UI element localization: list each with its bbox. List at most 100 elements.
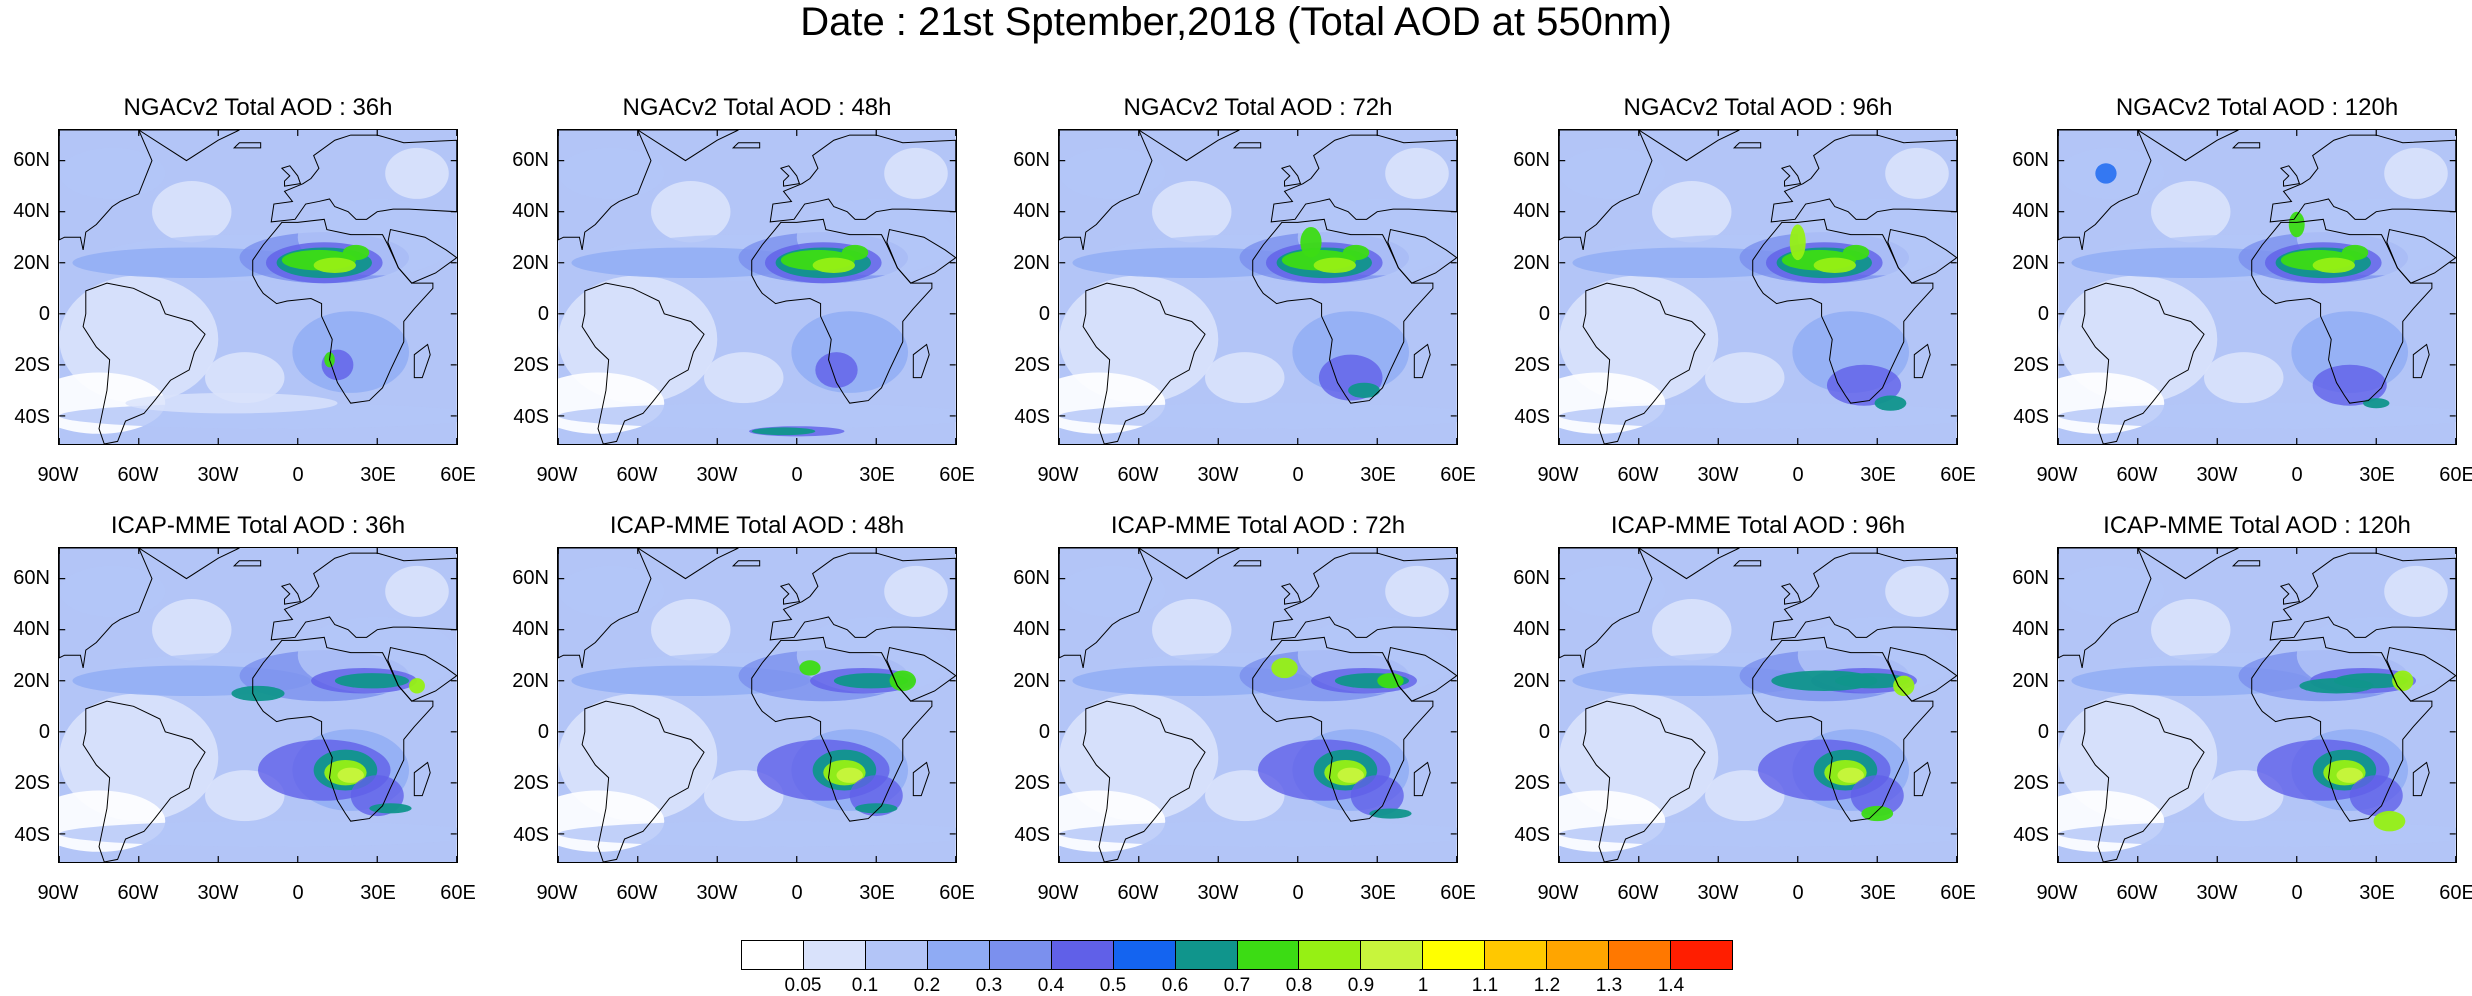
- coastline-arabia: [1887, 646, 1957, 702]
- coastline-greenland: [2136, 130, 2239, 162]
- lat-tick-label: 20S: [2013, 354, 2049, 377]
- aod-plume: [2363, 398, 2390, 409]
- lat-tick-label: 0: [2037, 720, 2049, 743]
- aod-plume: [1789, 224, 1806, 261]
- aod-clear-area: [1885, 565, 1949, 617]
- aod-clear-area: [558, 693, 718, 822]
- aod-plume: [2312, 257, 2355, 273]
- coastline-na: [59, 130, 153, 251]
- coastline-gb: [1280, 583, 1302, 605]
- coastline-europe: [270, 134, 457, 223]
- aod-clear-area: [2151, 599, 2231, 661]
- lat-tick-label: 40N: [512, 618, 549, 641]
- lat-tick-label: 60N: [2012, 148, 2049, 171]
- aod-plume: [558, 565, 665, 617]
- coastline-europe: [2269, 134, 2456, 223]
- lon-tick-label: 30E: [360, 464, 396, 486]
- panel-title: ICAP-MME Total AOD : 48h: [609, 512, 905, 539]
- aod-clear-area: [385, 147, 449, 199]
- colorbar-swatch: [1423, 941, 1486, 969]
- lat-tick-label: 0: [1538, 720, 1550, 743]
- lat-tick-label: 40N: [1513, 200, 1550, 223]
- coastline-greenland: [137, 130, 240, 162]
- lon-tick-label: 30W: [197, 882, 239, 904]
- colorbar-label: 0.9: [1347, 975, 1375, 996]
- aod-plume: [369, 803, 412, 814]
- aod-plume: [125, 392, 338, 414]
- aod-plume: [558, 821, 956, 847]
- colorbar-swatch: [865, 941, 928, 969]
- coastline-gb: [1780, 583, 1802, 605]
- coastline-greenland: [1637, 548, 1740, 580]
- lon-tick-label: 30W: [1697, 464, 1739, 486]
- colorbar-swatch: [1237, 941, 1300, 969]
- aod-plume: [59, 147, 166, 199]
- coastline-greenland: [2136, 548, 2239, 580]
- aod-clear-area: [651, 599, 731, 661]
- lon-tick-label: 0: [791, 882, 803, 904]
- lat-tick-label: 40S: [1514, 405, 1550, 428]
- colorbar-swatch: [1671, 941, 1732, 969]
- lat-tick-label: 20N: [1013, 251, 1050, 274]
- aod-clear-area: [558, 275, 718, 404]
- aod-plume: [1893, 675, 1915, 697]
- aod-map: [2057, 129, 2457, 445]
- coastline-gb: [779, 583, 801, 605]
- panel-title: NGACv2 Total AOD : 72h: [1123, 94, 1393, 121]
- lat-tick-label: 0: [38, 720, 50, 743]
- coastline-iceland: [232, 142, 262, 149]
- lat-tick-label: 40N: [13, 618, 50, 641]
- lat-tick-label: 0: [537, 302, 549, 325]
- aod-clear-area: [1652, 181, 1732, 243]
- aod-plume: [1059, 821, 1457, 847]
- aod-plume: [751, 427, 816, 436]
- lat-tick-label: 0: [1538, 302, 1550, 325]
- aod-clear-area: [1152, 599, 1232, 661]
- coastline-madagascar: [1913, 343, 1931, 379]
- coastline-gb: [2279, 165, 2301, 187]
- lat-tick-label: 20S: [14, 772, 50, 795]
- aod-plume: [2341, 244, 2369, 261]
- lat-tick-label: 20S: [14, 354, 50, 377]
- coastline-africa: [2251, 636, 2433, 822]
- aod-plume: [836, 767, 863, 783]
- lon-tick-label: 0: [1292, 464, 1304, 486]
- lon-tick-label: 60W: [1617, 464, 1659, 486]
- lat-tick-label: 20N: [1513, 669, 1550, 692]
- coastline-arabia: [1387, 646, 1457, 702]
- coastline-greenland: [636, 548, 739, 580]
- coastline-iceland: [1232, 560, 1262, 567]
- lon-tick-label: 90W: [2036, 464, 2078, 486]
- coastline-madagascar: [413, 761, 431, 797]
- lon-tick-label: 90W: [37, 882, 79, 904]
- coastline-sa: [581, 700, 705, 862]
- lat-tick-label: 60N: [1513, 566, 1550, 589]
- aod-map: [1558, 129, 1958, 445]
- coastline-greenland: [636, 130, 739, 162]
- coastline-europe: [769, 552, 956, 641]
- aod-plume: [337, 767, 364, 783]
- lat-tick-label: 40N: [2012, 200, 2049, 223]
- lat-tick-label: 20N: [1513, 251, 1550, 274]
- coastline-iceland: [1232, 142, 1262, 149]
- aod-map: [557, 547, 957, 863]
- coastline-na: [1059, 130, 1153, 251]
- lat-tick-label: 40N: [1013, 618, 1050, 641]
- colorbar-swatch: [1361, 941, 1424, 969]
- lat-tick-label: 40N: [13, 200, 50, 223]
- aod-map: [1058, 129, 1458, 445]
- aod-clear-area: [2384, 565, 2448, 617]
- lon-tick-label: 60W: [616, 464, 658, 486]
- coastline-africa: [252, 218, 434, 404]
- lat-tick-label: 60N: [1013, 566, 1050, 589]
- aod-clear-area: [1559, 275, 1719, 404]
- lon-tick-label: 0: [2291, 464, 2303, 486]
- coastline-europe: [1270, 552, 1457, 641]
- lat-tick-label: 60N: [1013, 148, 1050, 171]
- aod-clear-area: [884, 565, 948, 617]
- colorbar-swatch: [1299, 941, 1362, 969]
- lon-tick-label: 60E: [939, 882, 975, 904]
- coastline-sa: [2081, 700, 2205, 862]
- aod-clear-area: [1385, 565, 1449, 617]
- lat-tick-label: 40S: [2013, 405, 2049, 428]
